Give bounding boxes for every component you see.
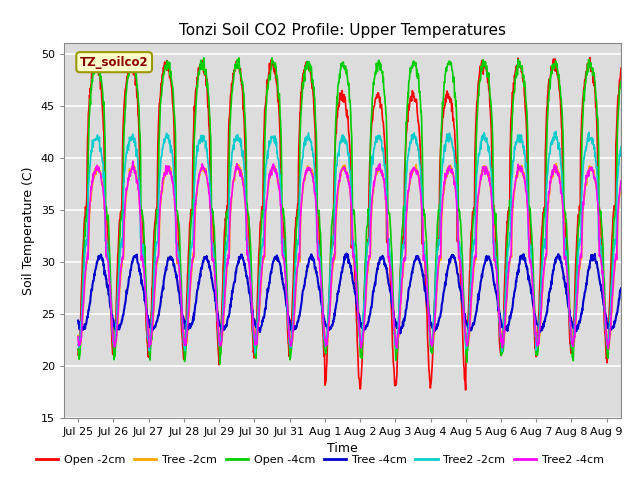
Y-axis label: Soil Temperature (C): Soil Temperature (C) [22, 166, 35, 295]
Legend: Open -2cm, Tree -2cm, Open -4cm, Tree -4cm, Tree2 -2cm, Tree2 -4cm: Open -2cm, Tree -2cm, Open -4cm, Tree -4… [32, 451, 608, 469]
Text: TZ_soilco2: TZ_soilco2 [80, 56, 148, 69]
Title: Tonzi Soil CO2 Profile: Upper Temperatures: Tonzi Soil CO2 Profile: Upper Temperatur… [179, 23, 506, 38]
X-axis label: Time: Time [327, 442, 358, 455]
